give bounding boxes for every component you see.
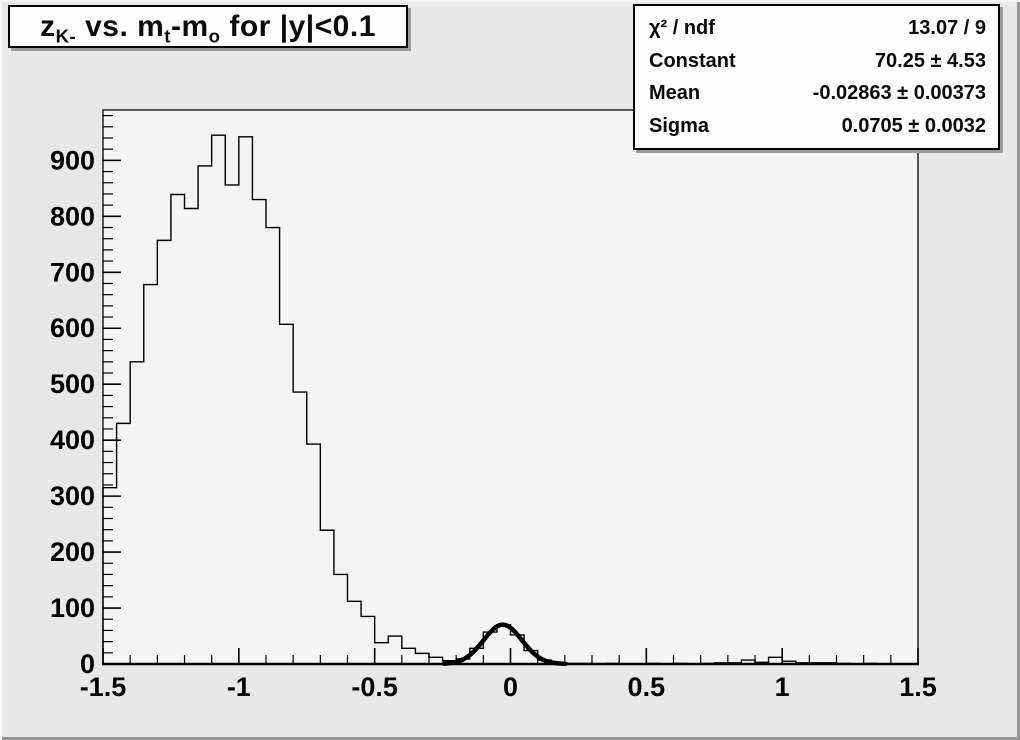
- y-axis-tick-label: 100: [50, 593, 95, 623]
- fit-curve: [441, 622, 568, 667]
- x-axis-tick-label: 1.5: [899, 672, 937, 702]
- chart-title: zK- vs. mt-mo for |y|<0.1: [40, 9, 376, 46]
- y-axis-tick-label: 300: [50, 481, 95, 511]
- x-axis-tick-label: 1: [775, 672, 790, 702]
- x-axis-tick-label: -1.5: [80, 672, 127, 702]
- stats-row-mean: Mean -0.02863 ± 0.00373: [649, 83, 986, 103]
- y-axis-tick-label: 400: [50, 425, 95, 455]
- y-axis-tick-label: 900: [50, 145, 95, 175]
- stats-box: χ² / ndf 13.07 / 9 Constant 70.25 ± 4.53…: [633, 4, 1000, 150]
- stats-row-chi2: χ² / ndf 13.07 / 9: [649, 18, 986, 38]
- stats-row-constant: Constant 70.25 ± 4.53: [649, 51, 986, 71]
- y-axis-tick-label: 0: [80, 649, 95, 679]
- y-axis-tick-label: 600: [50, 313, 95, 343]
- x-axis-tick-label: 0.5: [628, 672, 666, 702]
- stats-value: -0.02863 ± 0.00373: [812, 82, 986, 105]
- x-axis-tick-label: 0: [503, 672, 518, 702]
- x-axis-tick-label: -1: [227, 672, 251, 702]
- y-axis-tick-label: 800: [50, 201, 95, 231]
- stats-label: Constant: [649, 49, 736, 72]
- y-axis-tick-label: 200: [50, 537, 95, 567]
- x-axis-tick-label: -0.5: [351, 672, 398, 702]
- stats-label: Sigma: [649, 114, 710, 137]
- stats-label: Mean: [649, 82, 701, 105]
- stats-row-sigma: Sigma 0.0705 ± 0.0032: [649, 116, 986, 136]
- y-axis-tick-label: 500: [50, 369, 95, 399]
- title-box: zK- vs. mt-mo for |y|<0.1: [8, 5, 408, 48]
- stats-value: 0.0705 ± 0.0032: [841, 114, 986, 137]
- y-axis-tick-label: 700: [50, 257, 95, 287]
- stats-value: 13.07 / 9: [908, 17, 986, 40]
- stats-label: χ² / ndf: [649, 17, 715, 40]
- plot-frame-fill: [103, 110, 918, 664]
- stats-value: 70.25 ± 4.53: [874, 49, 986, 72]
